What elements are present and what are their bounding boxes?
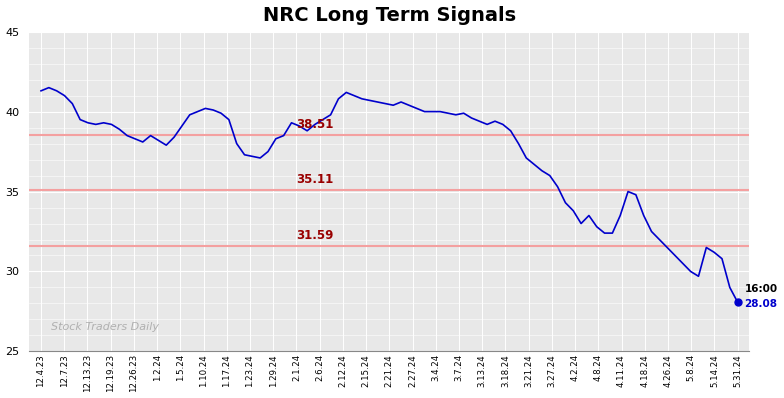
Text: 16:00: 16:00 <box>745 285 778 295</box>
Text: Stock Traders Daily: Stock Traders Daily <box>51 322 159 332</box>
Title: NRC Long Term Signals: NRC Long Term Signals <box>263 6 516 25</box>
Text: 28.08: 28.08 <box>745 299 778 309</box>
Text: 38.51: 38.51 <box>296 119 333 131</box>
Text: 31.59: 31.59 <box>296 229 333 242</box>
Text: 35.11: 35.11 <box>296 173 333 186</box>
